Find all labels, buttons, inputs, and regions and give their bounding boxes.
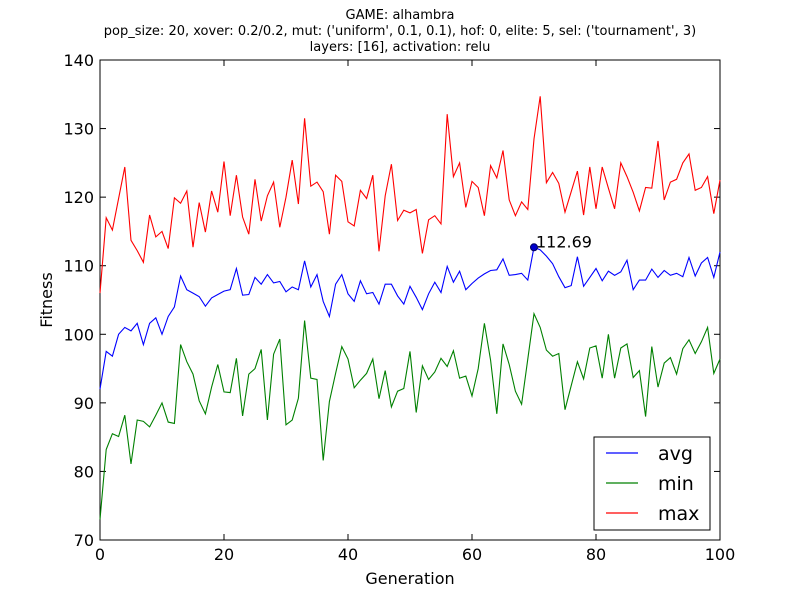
series-line-avg	[99, 246, 721, 390]
x-tick-label: 80	[586, 545, 606, 564]
chart-title-line-3: layers: [16], activation: relu	[309, 40, 491, 55]
y-tick-label: 90	[74, 394, 94, 413]
legend-label-max: max	[658, 503, 699, 525]
y-axis-label: Fitness	[37, 272, 56, 327]
series-line-min	[99, 311, 721, 520]
annotations: 112.69	[530, 232, 592, 252]
x-axis-label: Generation	[365, 569, 454, 588]
series-line-max	[99, 96, 721, 294]
y-tick-label: 80	[74, 462, 94, 481]
chart-title-line-2: pop_size: 20, xover: 0.2/0.2, mut: ('uni…	[103, 24, 697, 39]
series-lines	[99, 96, 721, 520]
chart-title-line-1: GAME: alhambra	[345, 8, 455, 23]
legend-label-min: min	[658, 473, 694, 495]
legend-label-avg: avg	[658, 443, 693, 465]
x-tick-label: 100	[705, 545, 736, 564]
y-tick-label: 100	[63, 325, 94, 344]
annotation-marker	[530, 243, 538, 252]
y-tick-label: 120	[63, 188, 94, 207]
axis-ticks: 0 20 40 60 80 100 70 80 90 100 110 120 130 140	[63, 51, 735, 564]
x-tick-label: 40	[338, 545, 358, 564]
y-tick-label: 130	[63, 120, 94, 139]
y-tick-label: 140	[63, 51, 94, 70]
x-tick-label: 60	[462, 545, 482, 564]
annotation-label: 112.69	[536, 232, 592, 251]
y-tick-label: 110	[63, 257, 94, 276]
legend: avg min max	[593, 436, 711, 531]
x-tick-label: 20	[214, 545, 234, 564]
x-tick-label: 0	[95, 545, 105, 564]
y-tick-label: 70	[74, 531, 94, 550]
